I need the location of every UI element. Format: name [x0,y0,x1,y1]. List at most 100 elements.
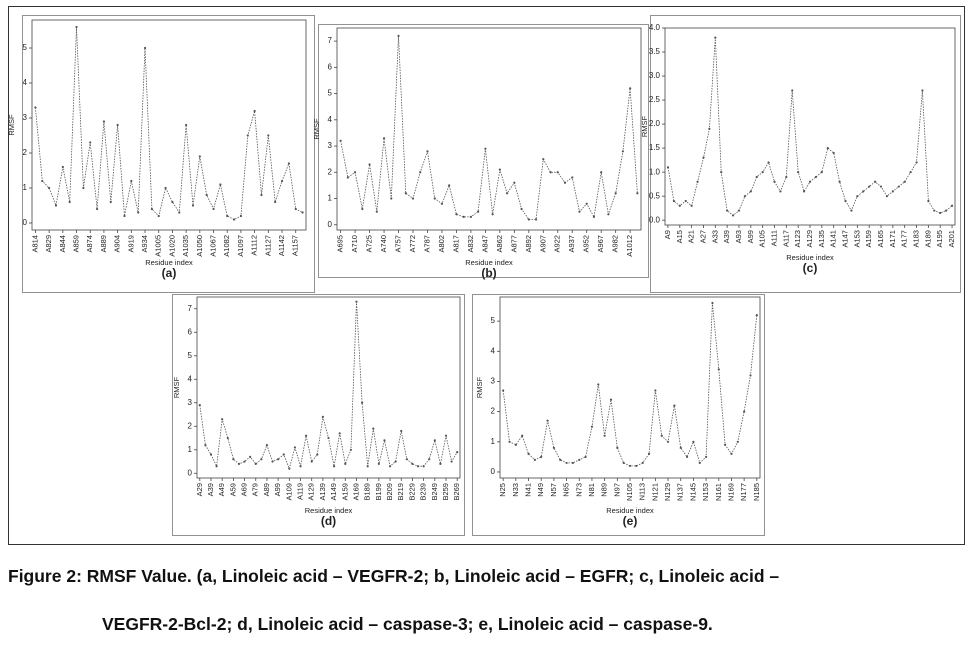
x-tick-label: B269 [452,483,461,501]
rmsf-point [287,162,290,165]
x-tick-label: A874 [85,235,94,253]
rmsf-point [68,200,71,204]
rmsf-point [600,171,603,174]
panel-label: (a) [162,266,177,280]
x-tick-label: A201 [947,230,956,248]
rmsf-point [41,179,44,183]
x-tick-label: A21 [687,230,696,243]
x-tick-label: A1035 [181,235,190,257]
rmsf-point [254,462,257,465]
x-tick-label: N113 [638,483,647,500]
rmsf-point [198,155,201,158]
rmsf-point [868,185,871,188]
x-tick-label: A147 [840,230,849,248]
rmsf-point [439,462,442,465]
rmsf-point [400,429,403,433]
y-tick-label: 1 [23,183,28,192]
x-tick-label: A189 [923,230,932,248]
x-tick-label: A862 [495,235,504,253]
y-tick-label: 1 [328,194,333,203]
rmsf-point [720,171,723,174]
x-tick-label: A39 [206,483,215,496]
x-tick-label: A99 [746,230,755,243]
rmsf-point [204,443,207,447]
rmsf-point [462,215,465,218]
rmsf-point [527,452,530,455]
x-axis-title: Residue index [606,506,654,515]
rmsf-point [456,451,459,454]
plot-area [336,27,642,231]
panel-label: (d) [321,514,336,528]
plot-area [664,27,956,226]
rmsf-point [660,434,663,437]
rmsf-point [679,446,682,449]
panel-label: (c) [803,261,818,275]
rmsf-point [353,171,357,174]
x-tick-label: N97 [612,483,621,497]
x-tick-label: N121 [650,483,659,501]
rmsf-point [237,462,241,465]
rmsf-point [505,192,509,195]
rmsf-point [469,215,473,218]
x-tick-label: A33 [710,230,719,243]
y-tick-label: 6 [328,62,333,71]
rmsf-point [366,465,369,468]
x-tick-label: N161 [714,483,723,501]
rmsf-point [355,300,358,303]
x-tick-label: B229 [407,483,416,501]
rmsf-point [416,465,420,468]
rmsf-point [508,440,511,443]
y-tick-label: 0.5 [649,191,661,200]
rmsf-point [82,186,85,190]
panel-frame [472,294,765,536]
y-tick-label: 1.5 [649,143,661,152]
x-tick-label: A772 [408,235,417,253]
rmsf-point [332,465,336,468]
rmsf-point [609,398,613,401]
rmsf-point [282,453,285,456]
x-tick-label: N57 [549,483,558,497]
x-tick-label: A69 [240,483,249,496]
rmsf-point [730,452,733,455]
rmsf-point [164,186,167,190]
rmsf-point [514,443,517,446]
x-tick-label: A9 [663,230,672,239]
rmsf-point [891,190,894,193]
rmsf-point [844,199,847,203]
rmsf-point [405,458,408,461]
rmsf-point [690,204,693,207]
x-tick-label: B209 [385,483,394,501]
plot-area [31,19,307,231]
rmsf-point [388,465,392,468]
rmsf-point [641,461,644,465]
rmsf-point [212,207,215,211]
rmsf-point [277,458,280,461]
rmsf-point [592,215,596,218]
x-tick-label: A1157 [291,235,300,256]
rmsf-point [791,89,794,92]
x-tick-label: N49 [536,483,545,497]
x-tick-label: N137 [676,483,685,501]
rmsf-point [832,151,835,155]
rmsf-point [491,213,494,216]
x-tick-label: A695 [336,235,345,253]
rmsf-point [372,427,375,430]
rmsf-point [150,207,153,211]
x-tick-label: A111 [769,230,778,246]
rmsf-point [205,193,208,197]
rmsf-point [253,109,256,113]
x-tick-label: A39 [722,230,731,243]
rmsf-point [137,211,140,214]
x-tick-label: N105 [625,483,634,501]
panel-frame [172,294,465,536]
rmsf-point [54,204,58,207]
x-tick-label: A952 [582,235,591,253]
rmsf-point [198,404,201,407]
rmsf-point [450,460,453,463]
rmsf-point [692,440,695,443]
panel-frame [22,15,315,293]
rmsf-point [808,180,812,183]
rmsf-point [422,465,425,468]
rmsf-point [109,200,112,204]
rmsf-point [327,436,330,440]
